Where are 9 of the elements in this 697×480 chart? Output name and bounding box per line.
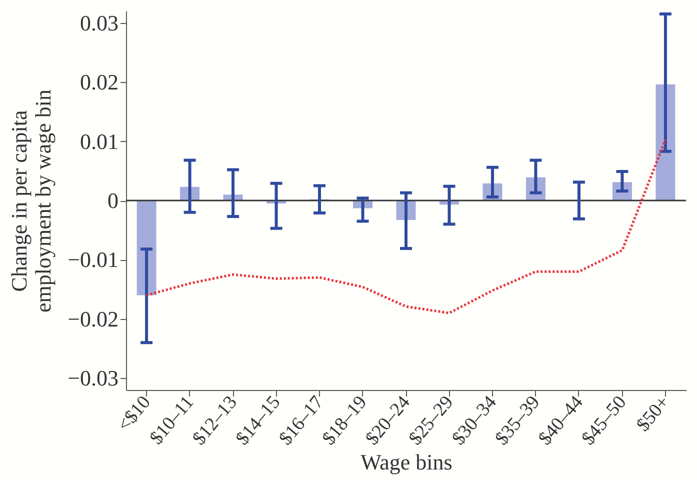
- y-tick-label: 0.03: [80, 10, 118, 36]
- x-axis-title: Wage bins: [360, 450, 452, 475]
- y-tick-label: −0.02: [68, 306, 118, 332]
- y-axis-title: Change in per capita employment by wage bin: [6, 89, 56, 313]
- y-tick-label: −0.03: [68, 366, 118, 391]
- y-tick-label: 0.01: [80, 128, 118, 154]
- y-tick-label: −0.01: [68, 247, 118, 272]
- y-tick-label: 0.02: [80, 70, 118, 95]
- y-tick-label: 0: [108, 188, 118, 213]
